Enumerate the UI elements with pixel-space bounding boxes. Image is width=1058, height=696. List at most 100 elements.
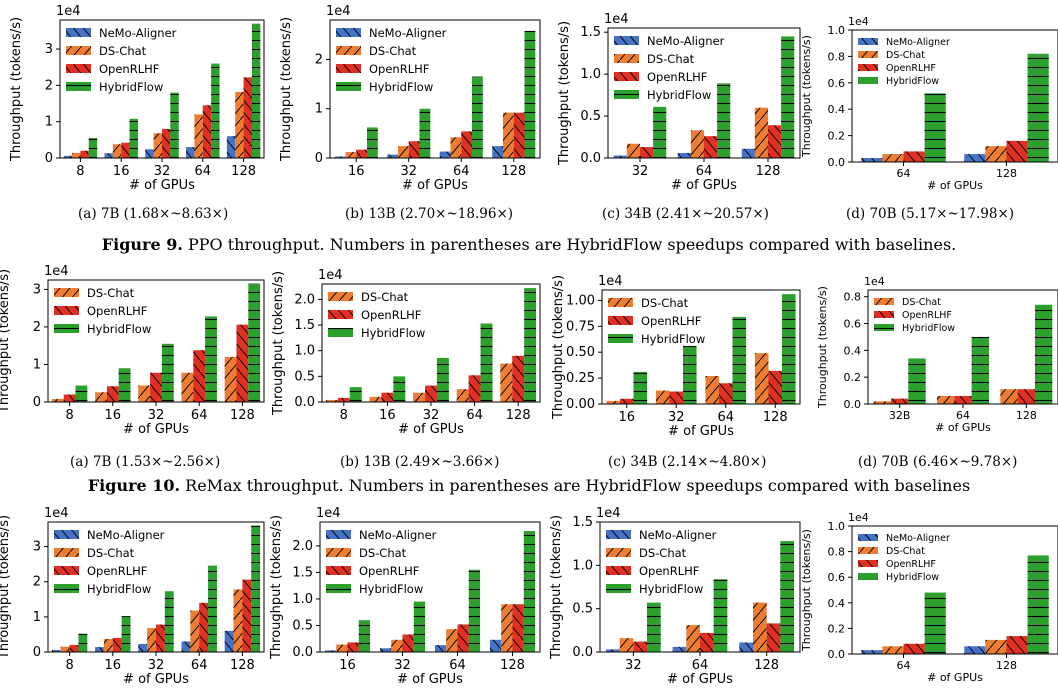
y-tick-label: 2 — [45, 78, 53, 93]
legend-swatch-hatch — [608, 334, 633, 343]
bar-hatch — [104, 153, 113, 158]
bar-hatch — [1034, 304, 1053, 404]
y-tick-label: 0.6 — [828, 571, 846, 584]
y-tick-label: 0 — [33, 395, 41, 410]
bar-hatch — [419, 108, 431, 158]
bar-hatch — [248, 283, 261, 402]
x-axis-label: # of GPUs — [668, 424, 734, 439]
figure-9-caption: Figure 9. PPO throughput. Numbers in par… — [101, 235, 957, 254]
chart-grpo-13b: 0.0 0.5 1.0 1.5 2.0 1e4 16 32 64 128 # of GPUs Thro… — [269, 506, 541, 687]
caption-remax-34b: (c) 34B (2.14×~4.80×) — [608, 454, 767, 470]
y-tick-label: 0 — [315, 151, 323, 166]
bar-hatch — [513, 112, 525, 158]
bar-hatch — [882, 646, 904, 654]
bar-hatch — [164, 591, 174, 652]
bar-hatch — [145, 149, 154, 158]
bar-hatch — [924, 592, 946, 654]
x-tick-label: 64 — [897, 167, 911, 180]
legend-label: HybridFlow — [369, 80, 433, 94]
bar-hatch — [705, 376, 719, 404]
y-tick-label: 0 — [33, 645, 41, 660]
y-tick-label: 0.5 — [580, 109, 601, 124]
legend-swatch-hatch — [66, 46, 91, 55]
x-axis-label: # of GPUs — [402, 178, 468, 193]
y-tick-label: 1.5 — [294, 318, 315, 333]
legend-label: OpenRLHF — [99, 62, 159, 76]
bar-hatch — [456, 389, 469, 402]
x-tick-label: 64 — [717, 410, 734, 425]
legend-swatch-hatch — [608, 298, 633, 307]
y-axis-label: Throughput (tokens/s) — [0, 269, 12, 414]
bar-hatch — [349, 387, 362, 402]
bar-hatch — [242, 579, 252, 652]
legend-label: HybridFlow — [87, 322, 151, 336]
x-tick-label: 32 — [423, 408, 440, 423]
bar-hatch — [461, 131, 473, 158]
bar-hatch — [753, 602, 767, 652]
bar-hatch — [739, 642, 753, 652]
bar-hatch — [193, 350, 206, 402]
legend-swatch-hatch — [328, 328, 353, 337]
legend-swatch-hatch — [328, 292, 353, 301]
x-axis-label: # of GPUs — [671, 178, 737, 193]
y-tick-label: 0.6 — [844, 318, 862, 331]
bar-hatch — [381, 392, 394, 402]
y-tick-label: 3 — [33, 282, 41, 297]
bar-hatch — [358, 620, 371, 652]
x-tick-label: 16 — [348, 164, 365, 179]
x-tick-label: 32 — [632, 164, 649, 179]
bar-hatch — [153, 133, 162, 158]
x-tick-label: 64 — [453, 164, 470, 179]
legend-swatch-hatch — [54, 566, 79, 575]
bar-hatch — [80, 150, 89, 158]
y-tick-label: 0.8 — [844, 291, 862, 304]
legend-swatch-hatch — [54, 584, 79, 593]
legend-label: DS-Chat — [359, 546, 407, 560]
x-axis-label: # of GPUs — [927, 671, 983, 684]
legend-label: DS-Chat — [641, 296, 689, 310]
bar-hatch — [413, 392, 426, 402]
x-tick-label: 32 — [625, 658, 642, 673]
legend-label: OpenRLHF — [87, 304, 147, 318]
x-tick-label: 32 — [400, 164, 417, 179]
bar-hatch — [512, 355, 525, 402]
x-tick-label: 16 — [105, 658, 122, 673]
bar-hatch — [251, 525, 261, 652]
bar-hatch — [226, 136, 236, 158]
caption-remax-7b: (a) 7B (1.53×~2.56×) — [70, 454, 221, 470]
legend-swatch-hatch — [54, 324, 79, 333]
y-tick-label: 1 — [45, 115, 53, 130]
bar-hatch — [964, 646, 986, 654]
legend-swatch-hatch — [606, 548, 631, 557]
bar-hatch — [51, 649, 61, 652]
bar-hatch — [606, 400, 620, 404]
bar-hatch — [72, 152, 81, 158]
bar-hatch — [75, 385, 88, 402]
x-tick-label: 128 — [506, 408, 531, 423]
legend-label: NeMo-Aligner — [886, 533, 950, 544]
legend-swatch-hatch — [614, 90, 639, 99]
y-tick-label: 1.0 — [292, 592, 313, 607]
legend-swatch-hatch — [336, 64, 361, 73]
x-tick-label: 128 — [763, 410, 788, 425]
bar-hatch — [51, 398, 64, 402]
bar-hatch — [408, 141, 420, 158]
x-tick-label: 64 — [191, 658, 208, 673]
offset-text: 1e4 — [848, 511, 869, 524]
x-axis-label: # of GPUs — [935, 421, 991, 434]
y-tick-label: 0.6 — [828, 77, 846, 90]
bar-hatch — [1006, 636, 1028, 654]
bar-hatch — [732, 316, 747, 404]
y-tick-label: 0.0 — [580, 151, 601, 166]
bar-hatch — [626, 143, 640, 158]
bar-hatch — [524, 288, 537, 402]
bar-hatch — [954, 395, 972, 404]
x-tick-label: 16 — [379, 408, 396, 423]
bar-hatch — [633, 641, 647, 652]
bar-hatch — [446, 629, 458, 652]
bar-hatch — [181, 372, 194, 402]
legend-label: OpenRLHF — [369, 62, 429, 76]
